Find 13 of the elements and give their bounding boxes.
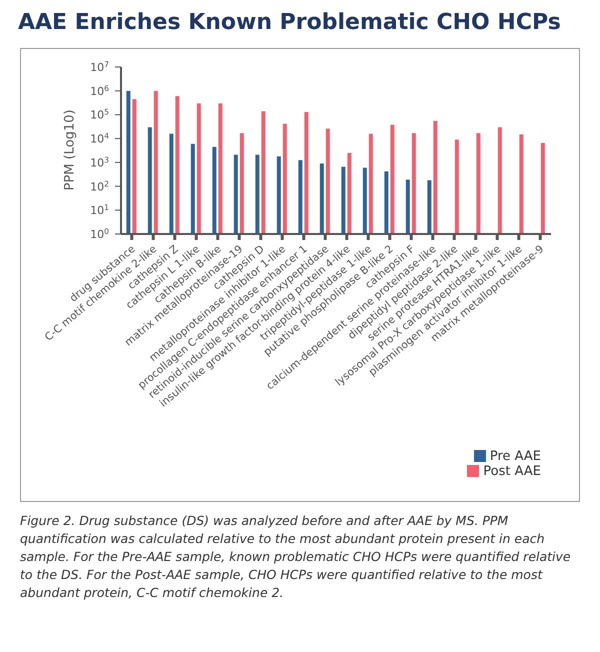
legend-label: Post AAE [483,464,541,479]
chart-title: AAE Enriches Known Problematic CHO HCPs [18,10,561,35]
y-tick-label: 10$^{7}$ [90,60,110,74]
y-axis-title: PPM (Log10) [62,110,78,190]
legend-label: Pre AAE [490,449,541,464]
y-tick-label: 10$^{3}$ [90,154,110,170]
y-tick-label: 10$^{6}$ [90,83,110,98]
y-tick-label: 10$^{0}$ [90,226,110,241]
y-tick-label: 10$^{2}$ [90,178,110,194]
y-tick-label: 10$^{1}$ [90,202,110,218]
y-tick-label: 10$^{5}$ [90,107,110,122]
y-tick-label: 10$^{4}$ [90,131,110,146]
caption: Figure 2. Drug substance (DS) was analyzed before and after AAE by MS. PPM quantification was calculated relative to the most abundant protein present in each sample. For the Pre-AAE sample, known problematic CHO HCPs were quantified relative to the DS. For the Post-AAE sample, CHO HCPs were quantified relative to the most abundant protein, C-C motif chemokine 2. [20,512,572,602]
